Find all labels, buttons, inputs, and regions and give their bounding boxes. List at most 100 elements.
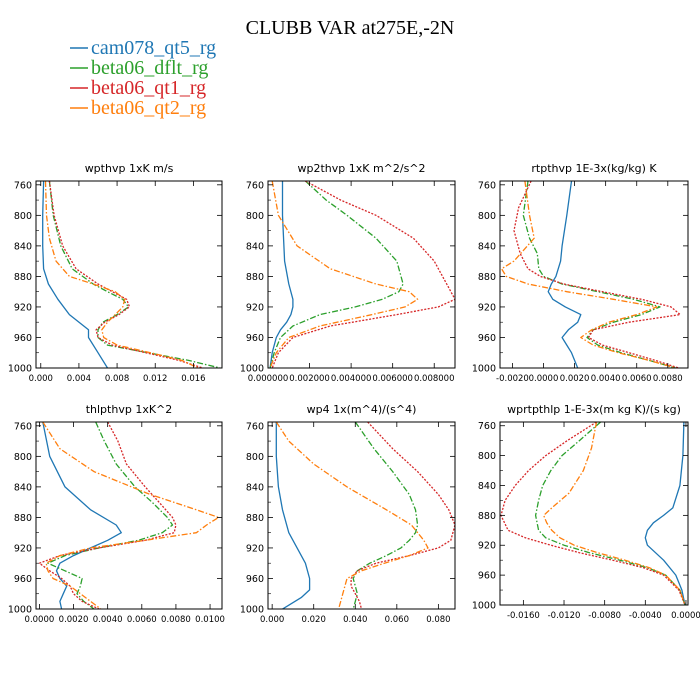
plot-frame <box>499 180 689 369</box>
x-tick-label: -0.0040 <box>629 611 662 621</box>
x-tick-label: 0.000000 <box>248 374 289 384</box>
y-tick-label: 920 <box>478 541 496 552</box>
y-tick-label: 960 <box>246 333 264 344</box>
y-tick-label: 920 <box>14 543 32 554</box>
y-tick-label: 760 <box>478 180 496 191</box>
x-tick-label: -0.0120 <box>548 611 581 621</box>
y-tick-label: 880 <box>246 513 264 524</box>
panel-title: thlpthvp 1xK^2 <box>86 403 173 416</box>
series-line <box>48 181 221 368</box>
x-tick-label: 0.040 <box>343 615 367 625</box>
series-line <box>271 181 455 368</box>
chart-panels: wpthvp 1xK m/s76080084088092096010000.00… <box>8 162 700 625</box>
y-tick-label: 840 <box>246 241 264 252</box>
x-tick-label: 0.0040 <box>591 374 621 384</box>
y-tick-label: 760 <box>246 421 264 432</box>
series-line <box>513 181 681 368</box>
series-line <box>522 181 676 368</box>
y-tick-label: 800 <box>478 211 496 222</box>
legend-label: beta06_qt1_rg <box>91 77 206 99</box>
y-tick-label: 1000 <box>472 364 496 375</box>
chart-panel: wp4 1x(m^4)/(s^4)76080084088092096010000… <box>240 403 456 625</box>
y-tick-label: 920 <box>478 302 496 313</box>
x-tick-label: 0.0040 <box>93 615 123 625</box>
x-tick-label: 0.000 <box>29 374 53 384</box>
y-tick-label: 960 <box>14 333 32 344</box>
y-tick-label: 880 <box>14 513 32 524</box>
x-tick-label: 0.0000 <box>671 611 700 621</box>
plot-frame <box>499 421 689 606</box>
y-tick-label: 800 <box>246 452 264 463</box>
y-tick-label: 840 <box>478 241 496 252</box>
y-tick-label: 960 <box>14 574 32 585</box>
panel-title: wp2thvp 1xK m^2/s^2 <box>297 162 425 175</box>
legend-label: beta06_dflt_rg <box>91 57 208 79</box>
x-tick-label: 0.0080 <box>161 615 191 625</box>
y-tick-label: 880 <box>478 272 496 283</box>
x-tick-label: 0.0080 <box>653 374 683 384</box>
panel-title: wpthvp 1xK m/s <box>85 162 174 175</box>
series-line <box>547 181 582 368</box>
y-tick-label: 960 <box>478 333 496 344</box>
series-line <box>269 181 419 368</box>
y-tick-label: 880 <box>14 272 32 283</box>
y-tick-label: 760 <box>14 180 32 191</box>
y-tick-label: 840 <box>14 241 32 252</box>
legend-label: beta06_qt2_rg <box>91 97 206 119</box>
y-tick-label: 880 <box>478 511 496 522</box>
x-tick-label: 0.002000 <box>289 374 330 384</box>
y-tick-label: 840 <box>246 482 264 493</box>
x-tick-label: -0.0020 <box>496 374 529 384</box>
legend: cam078_qt5_rgbeta06_dflt_rgbeta06_qt1_rg… <box>70 37 216 119</box>
x-tick-label: 0.0100 <box>195 615 225 625</box>
series-line <box>500 181 676 368</box>
y-tick-label: 880 <box>246 272 264 283</box>
y-tick-label: 840 <box>478 481 496 492</box>
x-tick-label: 0.020 <box>302 615 326 625</box>
series-line <box>534 422 686 605</box>
series-line <box>352 422 419 609</box>
x-tick-label: 0.0020 <box>59 615 89 625</box>
plot-frame <box>35 180 223 369</box>
x-tick-label: 0.0060 <box>127 615 157 625</box>
x-tick-label: 0.008 <box>105 374 129 384</box>
series-line <box>48 181 204 368</box>
series-line <box>44 181 199 368</box>
series-line <box>644 422 686 605</box>
y-tick-label: 920 <box>246 302 264 313</box>
x-tick-label: -0.0080 <box>588 611 621 621</box>
panel-title: wprtpthlp 1-E-3x(m kg K)/(s kg) <box>507 403 681 416</box>
series-line <box>47 422 174 609</box>
y-tick-label: 800 <box>246 211 264 222</box>
series-line <box>269 181 294 368</box>
y-tick-label: 800 <box>478 451 496 462</box>
series-line <box>275 422 311 609</box>
series-line <box>269 181 404 368</box>
y-tick-label: 800 <box>14 452 32 463</box>
panel-title: wp4 1x(m^4)/(s^4) <box>307 403 417 416</box>
figure-title: CLUBB VAR at275E,-2N <box>246 17 455 39</box>
legend-label: cam078_qt5_rg <box>91 37 216 59</box>
series-line <box>350 422 455 609</box>
series-line <box>42 422 220 609</box>
y-tick-label: 1000 <box>472 601 496 612</box>
x-tick-label: 0.060 <box>385 615 409 625</box>
chart-panel: wp2thvp 1xK m^2/s^2 760 800 840 880 920 960 100… <box>240 162 456 384</box>
y-tick-label: 760 <box>14 421 32 432</box>
chart-panel: rtpthvp 1E-3x(kg/kg) K 760 800 840 880 920 960… <box>472 162 689 384</box>
series-line <box>42 181 109 368</box>
chart-panel: thlpthvp 1xK^2 760 800 840 880 920 960 1000 0.00… <box>8 403 225 625</box>
series-line <box>42 422 122 609</box>
x-tick-label: -0.0160 <box>507 611 540 621</box>
y-tick-label: 840 <box>14 482 32 493</box>
y-tick-label: 1000 <box>240 364 264 375</box>
panel-title: rtpthvp 1E-3x(kg/kg) K <box>531 162 657 175</box>
y-tick-label: 1000 <box>240 605 264 616</box>
y-tick-label: 760 <box>246 180 264 191</box>
chart-panel: wpthvp 1xK m/s76080084088092096010000.00… <box>8 162 223 384</box>
y-tick-label: 1000 <box>8 605 32 616</box>
y-tick-label: 920 <box>14 302 32 313</box>
x-tick-label: 0.012 <box>143 374 167 384</box>
plot-frame <box>267 421 456 610</box>
